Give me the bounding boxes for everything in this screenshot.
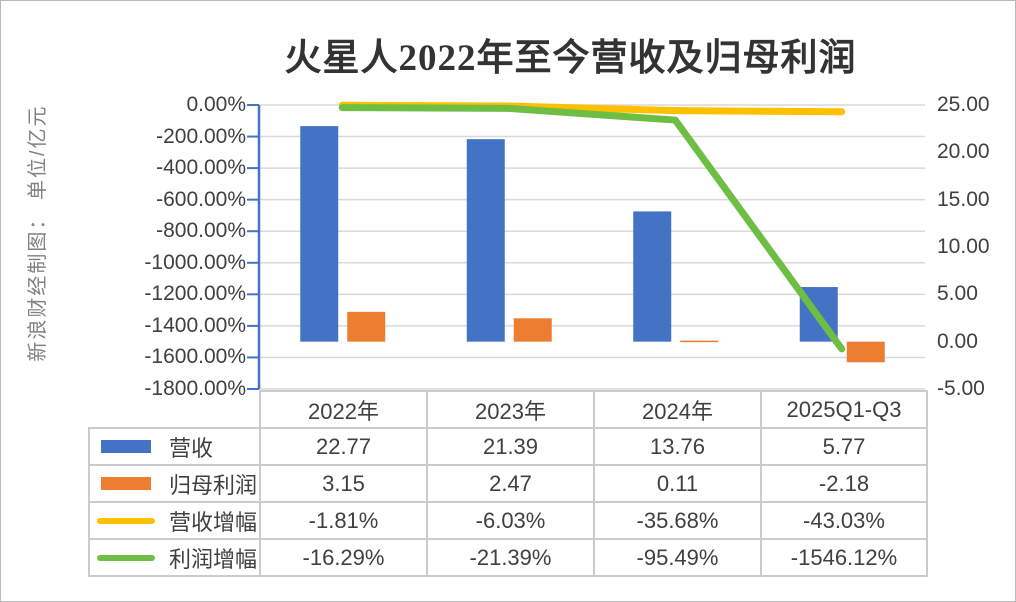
bar-swatch-icon bbox=[101, 477, 151, 490]
legend-cell-revenue: 营收 bbox=[88, 427, 261, 466]
legend-swatch-revenue-growth bbox=[96, 517, 156, 524]
table-header-cell: 2022年 bbox=[259, 390, 428, 429]
bar-revenue-2024年 bbox=[633, 211, 672, 342]
table-row-net-profit: 归母利润 3.15 2.47 0.11 -2.18 bbox=[88, 464, 928, 503]
chart-title: 火星人2022年至今营收及归母利润 bbox=[284, 38, 857, 79]
table-value-cell: -1.81% bbox=[259, 501, 428, 540]
legend-cell-profit-growth: 利润增幅 bbox=[88, 538, 261, 577]
legend-label-net-profit: 归母利润 bbox=[169, 472, 258, 498]
left-axis-label: -400.00% bbox=[156, 156, 246, 180]
bar-net-profit-2022年 bbox=[347, 311, 386, 342]
left-axis-label: -1600.00% bbox=[144, 345, 246, 369]
table-value-cell: -6.03% bbox=[426, 501, 595, 540]
bar-revenue-2022年 bbox=[300, 126, 339, 342]
table-value-cell: -35.68% bbox=[593, 501, 762, 540]
bar-revenue-2023年 bbox=[466, 139, 505, 342]
left-axis-label: -1200.00% bbox=[144, 282, 246, 306]
table-header-cell: 2023年 bbox=[426, 390, 595, 429]
left-axis-label: -200.00% bbox=[156, 124, 246, 148]
table-value-cell: -21.39% bbox=[426, 538, 595, 577]
line-swatch-icon bbox=[97, 554, 155, 561]
table-value-cell: -1546.12% bbox=[760, 538, 928, 577]
table-row-revenue: 营收 22.77 21.39 13.76 5.77 bbox=[88, 427, 928, 466]
table-header-row: 2022年 2023年 2024年 2025Q1-Q3 bbox=[89, 390, 928, 429]
table-value-cell: 5.77 bbox=[760, 427, 928, 466]
left-axis-label: -1000.00% bbox=[144, 250, 246, 274]
table-value-cell: 0.11 bbox=[593, 464, 762, 503]
bar-net-profit-2023年 bbox=[513, 318, 552, 342]
right-axis-label: 20.00 bbox=[937, 140, 990, 164]
line-swatch-icon bbox=[97, 517, 155, 524]
legend-label-revenue-growth: 营收增幅 bbox=[169, 509, 258, 535]
bar-swatch-icon bbox=[101, 440, 151, 453]
table-corner-blank bbox=[89, 391, 260, 428]
table-value-cell: -2.18 bbox=[760, 464, 928, 503]
legend-cell-net-profit: 归母利润 bbox=[88, 464, 261, 503]
line-profit-growth bbox=[338, 104, 846, 353]
right-axis-label: -5.00 bbox=[937, 377, 985, 400]
legend-label-profit-growth: 利润增幅 bbox=[169, 546, 258, 572]
table-row-revenue-growth: 营收增幅 -1.81% -6.03% -35.68% -43.03% bbox=[88, 501, 928, 540]
bar-net-profit-2025Q1-Q3 bbox=[846, 341, 885, 363]
data-table: 2022年 2023年 2024年 2025Q1-Q3 营收 22.77 21.39 13.7… bbox=[88, 390, 928, 577]
table-header-cell: 2024年 bbox=[593, 390, 762, 429]
left-axis-label: -1800.00% bbox=[144, 377, 246, 400]
table-value-cell: 22.77 bbox=[259, 427, 428, 466]
bar-net-profit-2024年 bbox=[680, 340, 719, 343]
right-axis-label: 25.00 bbox=[937, 93, 990, 116]
right-axis-label: 0.00 bbox=[937, 329, 978, 353]
table-value-cell: 21.39 bbox=[426, 427, 595, 466]
right-axis-label: 15.00 bbox=[937, 187, 990, 211]
left-axis-label: 0.00% bbox=[186, 93, 246, 116]
table-value-cell: -16.29% bbox=[259, 538, 428, 577]
left-axis-label: -1400.00% bbox=[144, 313, 246, 337]
legend-label-revenue: 营收 bbox=[169, 435, 214, 461]
table-value-cell: 3.15 bbox=[259, 464, 428, 503]
table-row-profit-growth: 利润增幅 -16.29% -21.39% -95.49% -1546.12% bbox=[88, 538, 928, 577]
table-value-cell: -95.49% bbox=[593, 538, 762, 577]
table-value-cell: -43.03% bbox=[760, 501, 928, 540]
left-axis-label: -800.00% bbox=[156, 219, 246, 243]
table-value-cell: 2.47 bbox=[426, 464, 595, 503]
left-axis-label: -600.00% bbox=[156, 187, 246, 211]
table-value-cell: 13.76 bbox=[593, 427, 762, 466]
right-axis-label: 5.00 bbox=[937, 282, 978, 306]
legend-swatch-profit-growth bbox=[96, 554, 156, 561]
legend-swatch-net-profit bbox=[96, 477, 156, 490]
legend-swatch-revenue bbox=[96, 440, 156, 453]
right-axis-label: 10.00 bbox=[937, 235, 990, 258]
legend-cell-revenue-growth: 营收增幅 bbox=[88, 501, 261, 540]
table-header-cell: 2025Q1-Q3 bbox=[760, 390, 928, 429]
